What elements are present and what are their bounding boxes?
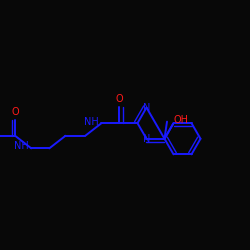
Text: N: N bbox=[143, 102, 150, 113]
Text: NH: NH bbox=[84, 117, 98, 127]
Text: NH: NH bbox=[14, 141, 29, 151]
Text: N: N bbox=[143, 134, 150, 144]
Text: OH: OH bbox=[173, 116, 188, 126]
Text: O: O bbox=[116, 94, 123, 104]
Text: O: O bbox=[11, 107, 19, 117]
